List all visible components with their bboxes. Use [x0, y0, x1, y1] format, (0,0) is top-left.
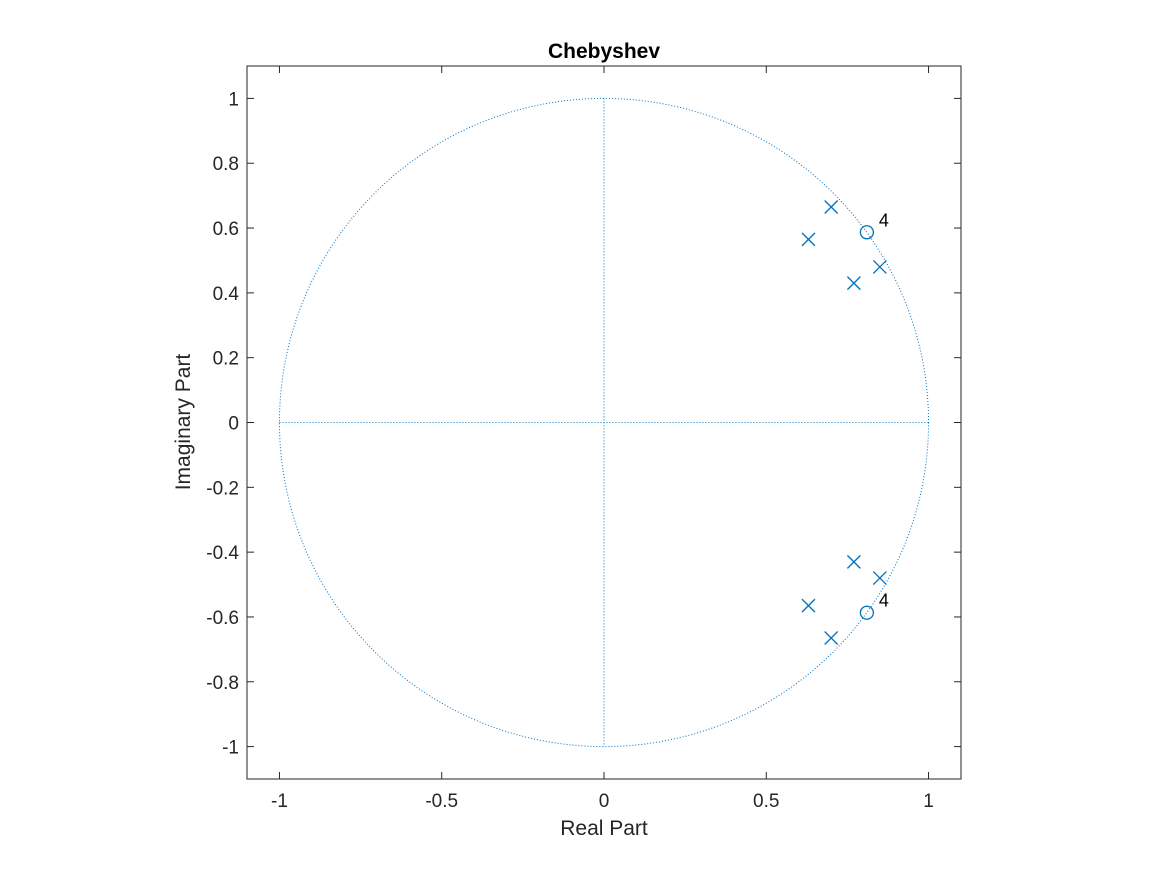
- chart-title: Chebyshev: [548, 40, 660, 63]
- pole-marker-stroke: [872, 571, 887, 586]
- x-tick-label: -1: [271, 791, 288, 812]
- y-tick-label: -0.4: [206, 543, 239, 564]
- y-tick-label: 0.8: [213, 154, 239, 175]
- y-tick-label: 0.2: [213, 349, 239, 370]
- y-axis-label: Imaginary Part: [172, 354, 195, 491]
- pole-marker: [846, 276, 861, 291]
- pole-marker: [824, 200, 839, 214]
- x-tick-label: 1: [923, 791, 934, 812]
- zero-multiplicity-label: 4: [879, 591, 889, 611]
- y-tick-label: 0.4: [213, 284, 240, 305]
- pole-marker: [872, 571, 887, 586]
- pole-marker: [801, 232, 816, 247]
- pole-marker: [824, 631, 839, 645]
- pole-marker: [801, 598, 816, 613]
- y-tick-label: 0: [228, 414, 239, 435]
- zero-marker: [859, 225, 875, 240]
- pole-marker-stroke: [824, 200, 839, 214]
- x-tick-label: 0.5: [753, 791, 779, 812]
- y-tick-label: -0.6: [206, 608, 239, 629]
- zero-multiplicity-label: 4: [879, 210, 889, 230]
- y-tick-label: -1: [222, 738, 239, 759]
- y-tick-label: -0.8: [206, 673, 239, 694]
- y-tick-label: 0.6: [213, 219, 239, 240]
- y-tick-label: -0.2: [206, 478, 239, 499]
- x-axis-label: Real Part: [560, 817, 648, 840]
- pole-marker-stroke: [824, 631, 839, 645]
- plot-area: -1 -0.5 0 0.5 1 -1 -0.8 -0.6 -0.4 -0.2 0 0.2 0.4 0.6 0…: [206, 65, 962, 812]
- pole-marker-stroke: [846, 554, 861, 569]
- x-tick-label: 0: [599, 791, 610, 812]
- pole-marker: [846, 554, 861, 569]
- pole-marker-stroke: [801, 598, 816, 613]
- pole-marker-stroke: [801, 232, 816, 247]
- x-tick-label: -0.5: [425, 791, 458, 812]
- pole-marker-stroke: [846, 276, 861, 291]
- pole-marker: [872, 259, 887, 274]
- y-tick-label: 1: [228, 89, 239, 110]
- pole-marker-stroke: [872, 259, 887, 274]
- zero-marker: [859, 605, 875, 620]
